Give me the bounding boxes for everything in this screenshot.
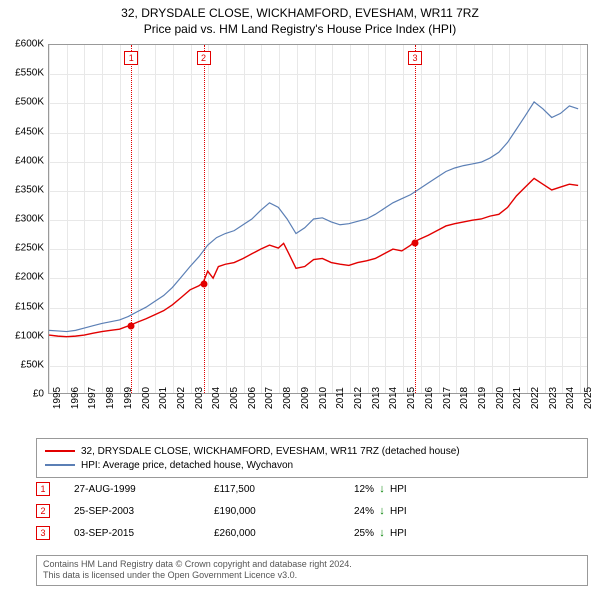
xtick-label: 2025 (583, 387, 594, 409)
xtick-label: 2024 (565, 387, 576, 409)
sales-marker-1: 1 (36, 482, 50, 496)
ytick-label: £50K (2, 359, 44, 370)
series-line-property (49, 178, 578, 336)
chart-subtitle: Price paid vs. HM Land Registry's House … (0, 22, 600, 36)
xtick-label: 1997 (87, 387, 98, 409)
xtick-label: 2003 (194, 387, 205, 409)
line-series-svg (49, 45, 587, 393)
sales-table: 127-AUG-1999£117,50012%↓HPI225-SEP-2003£… (36, 478, 588, 544)
legend-item-property: 32, DRYSDALE CLOSE, WICKHAMFORD, EVESHAM… (45, 444, 579, 458)
xtick-label: 2021 (512, 387, 523, 409)
chart-container: 32, DRYSDALE CLOSE, WICKHAMFORD, EVESHAM… (0, 0, 600, 590)
ytick-label: £500K (2, 97, 44, 108)
xtick-label: 2023 (548, 387, 559, 409)
xtick-label: 2011 (335, 387, 346, 409)
ytick-label: £550K (2, 68, 44, 79)
footer-line1: Contains HM Land Registry data © Crown c… (43, 559, 581, 571)
xtick-label: 2004 (211, 387, 222, 409)
xtick-label: 2007 (264, 387, 275, 409)
sales-marker-3: 3 (36, 526, 50, 540)
xtick-label: 2017 (442, 387, 453, 409)
xtick-label: 2018 (459, 387, 470, 409)
ytick-label: £150K (2, 301, 44, 312)
marker-dot-3 (411, 240, 418, 247)
chart-title: 32, DRYSDALE CLOSE, WICKHAMFORD, EVESHAM… (0, 6, 600, 20)
legend-label-property: 32, DRYSDALE CLOSE, WICKHAMFORD, EVESHAM… (81, 446, 460, 457)
sales-pct: 25% (334, 528, 374, 539)
sales-pct: 24% (334, 506, 374, 517)
xtick-label: 2020 (495, 387, 506, 409)
legend-label-hpi: HPI: Average price, detached house, Wych… (81, 460, 293, 471)
xtick-label: 2012 (353, 387, 364, 409)
sales-date: 03-SEP-2015 (74, 528, 214, 539)
sales-hpi-label: HPI (390, 506, 407, 517)
footer-attribution: Contains HM Land Registry data © Crown c… (36, 555, 588, 586)
marker-dot-1 (128, 323, 135, 330)
xtick-label: 2010 (318, 387, 329, 409)
xtick-label: 2016 (424, 387, 435, 409)
ytick-label: £300K (2, 214, 44, 225)
plot-area: 123 (48, 44, 588, 394)
xtick-label: 1999 (123, 387, 134, 409)
xtick-label: 2013 (371, 387, 382, 409)
xtick-label: 2014 (388, 387, 399, 409)
xtick-label: 1998 (105, 387, 116, 409)
sales-price: £260,000 (214, 528, 334, 539)
legend-swatch-property (45, 450, 75, 452)
down-arrow-icon: ↓ (374, 483, 390, 495)
sales-hpi-label: HPI (390, 528, 407, 539)
ytick-label: £400K (2, 155, 44, 166)
sales-price: £117,500 (214, 484, 334, 495)
xtick-label: 1995 (52, 387, 63, 409)
xtick-label: 2009 (300, 387, 311, 409)
footer-line2: This data is licensed under the Open Gov… (43, 570, 581, 582)
down-arrow-icon: ↓ (374, 527, 390, 539)
ytick-label: £250K (2, 243, 44, 254)
ytick-label: £200K (2, 272, 44, 283)
sales-hpi-label: HPI (390, 484, 407, 495)
sales-row-3: 3 03-SEP-2015£260,00025%↓HPI (36, 522, 588, 544)
xtick-label: 2005 (229, 387, 240, 409)
ytick-label: £600K (2, 39, 44, 50)
xtick-label: 2015 (406, 387, 417, 409)
ytick-label: £450K (2, 126, 44, 137)
ytick-label: £100K (2, 330, 44, 341)
xtick-label: 1996 (70, 387, 81, 409)
sales-row-2: 2 25-SEP-2003£190,00024%↓HPI (36, 500, 588, 522)
legend: 32, DRYSDALE CLOSE, WICKHAMFORD, EVESHAM… (36, 438, 588, 478)
xtick-label: 2001 (158, 387, 169, 409)
marker-dot-2 (200, 281, 207, 288)
legend-item-hpi: HPI: Average price, detached house, Wych… (45, 458, 579, 472)
xtick-label: 2022 (530, 387, 541, 409)
sales-marker-2: 2 (36, 504, 50, 518)
sales-pct: 12% (334, 484, 374, 495)
xtick-label: 2019 (477, 387, 488, 409)
legend-swatch-hpi (45, 464, 75, 466)
xtick-label: 2002 (176, 387, 187, 409)
sales-price: £190,000 (214, 506, 334, 517)
ytick-label: £0 (2, 389, 44, 400)
down-arrow-icon: ↓ (374, 505, 390, 517)
sales-row-1: 1 27-AUG-1999£117,50012%↓HPI (36, 478, 588, 500)
xtick-label: 2000 (141, 387, 152, 409)
xtick-label: 2008 (282, 387, 293, 409)
xtick-label: 2006 (247, 387, 258, 409)
chart-header: 32, DRYSDALE CLOSE, WICKHAMFORD, EVESHAM… (0, 0, 600, 38)
sales-date: 27-AUG-1999 (74, 484, 214, 495)
series-line-hpi (49, 102, 578, 332)
ytick-label: £350K (2, 184, 44, 195)
sales-date: 25-SEP-2003 (74, 506, 214, 517)
